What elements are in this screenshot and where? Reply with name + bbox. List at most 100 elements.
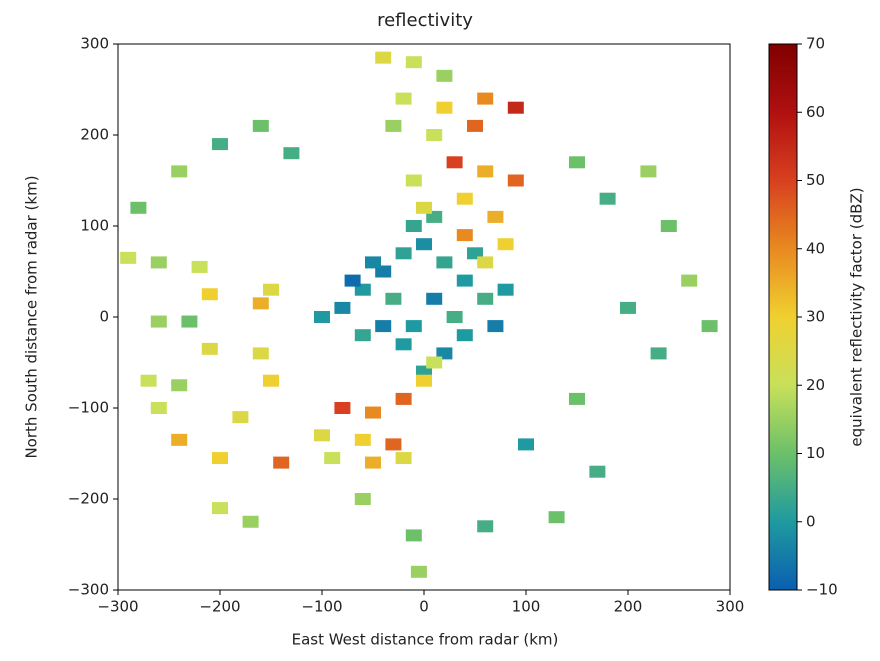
colorbar-label: equivalent reflectivity factor (dBZ) xyxy=(848,187,866,446)
echo-cell xyxy=(242,515,259,528)
echo-cell xyxy=(395,247,412,260)
echo-cell xyxy=(365,456,381,469)
echo-cell xyxy=(497,283,514,296)
x-tick-label: −200 xyxy=(199,598,240,616)
echo-cell xyxy=(477,92,494,105)
echo-cell xyxy=(385,438,402,451)
echo-cell xyxy=(385,119,402,132)
chart-title: reflectivity xyxy=(377,10,473,31)
x-axis-label: East West distance from radar (km) xyxy=(292,631,559,649)
echo-cell xyxy=(181,315,198,328)
echo-cell xyxy=(395,338,412,351)
echo-cell xyxy=(150,315,167,328)
echo-cell xyxy=(410,565,427,578)
echo-cell xyxy=(477,256,494,269)
echo-cell xyxy=(365,256,381,269)
echo-cell xyxy=(354,493,371,505)
echo-cell xyxy=(395,452,412,465)
colorbar-tick-label: 60 xyxy=(806,103,825,121)
echo-cell xyxy=(314,429,330,442)
echo-cell xyxy=(436,101,453,114)
echo-cell xyxy=(487,320,504,333)
echo-cell xyxy=(314,311,330,323)
echo-cell xyxy=(385,292,402,305)
y-tick-label: −100 xyxy=(68,399,109,417)
echo-cell xyxy=(507,101,524,114)
echo-cell xyxy=(375,320,392,333)
x-tick-label: −100 xyxy=(301,598,342,616)
echo-cell xyxy=(191,260,208,273)
echo-cell xyxy=(212,452,228,465)
echo-cell xyxy=(140,374,157,387)
echo-cell xyxy=(405,56,422,69)
colorbar-tick-label: 40 xyxy=(806,239,825,257)
echo-cell xyxy=(477,520,494,533)
colorbar-tick-label: 10 xyxy=(806,444,825,462)
echo-cell xyxy=(120,251,137,264)
x-tick-label: 0 xyxy=(419,598,429,616)
echo-cell xyxy=(446,311,463,323)
echo-cell xyxy=(436,69,453,82)
echo-cell xyxy=(507,174,524,187)
echo-cell xyxy=(456,274,473,287)
echo-cell xyxy=(324,452,341,465)
echo-cell xyxy=(426,292,443,305)
colorbar-tick-label: 0 xyxy=(806,512,816,530)
echo-cell xyxy=(252,297,269,310)
echo-cell xyxy=(640,165,657,178)
y-tick-label: 200 xyxy=(80,126,109,144)
echo-cell xyxy=(589,465,606,478)
echo-cell xyxy=(130,201,147,214)
y-tick-label: 0 xyxy=(99,308,109,326)
echo-cell xyxy=(263,283,279,296)
echo-cell xyxy=(212,138,228,151)
echo-cell xyxy=(395,92,412,105)
echo-cell xyxy=(273,456,290,469)
echo-cell xyxy=(405,320,422,333)
echo-cell xyxy=(405,174,422,187)
echo-cell xyxy=(171,379,188,392)
echo-cell xyxy=(354,329,371,342)
y-tick-label: −200 xyxy=(68,490,109,508)
echo-cell xyxy=(201,288,218,301)
echo-cell xyxy=(334,301,351,314)
echo-cell xyxy=(467,119,483,132)
y-tick-label: −300 xyxy=(68,581,109,599)
echo-cell xyxy=(334,402,351,414)
echo-cell xyxy=(497,238,514,251)
echo-cell xyxy=(252,119,269,132)
echo-cell xyxy=(354,283,371,296)
colorbar-tick-label: 20 xyxy=(806,376,825,394)
colorbar-tick-label: 30 xyxy=(806,308,825,326)
echo-cell xyxy=(252,347,269,360)
echo-cell xyxy=(477,292,494,305)
y-axis-label: North South distance from radar (km) xyxy=(23,175,41,458)
echo-cell xyxy=(416,201,432,214)
echo-cell xyxy=(477,165,494,178)
colorbar-tick-label: 70 xyxy=(806,35,825,53)
echo-cell xyxy=(375,265,392,278)
echo-cell xyxy=(354,433,371,446)
echo-cell xyxy=(201,342,218,355)
echo-cell xyxy=(569,156,585,169)
echo-cell xyxy=(456,229,473,242)
echo-cell xyxy=(150,402,167,414)
echo-cell xyxy=(456,192,473,205)
echo-cell xyxy=(487,210,504,223)
x-tick-label: 200 xyxy=(614,598,643,616)
echo-cell xyxy=(650,347,667,360)
echo-cell xyxy=(150,256,167,269)
echo-cell xyxy=(405,529,422,542)
echo-cell xyxy=(416,374,432,387)
echo-cell xyxy=(701,320,718,333)
echo-cell xyxy=(426,129,443,141)
echo-cell xyxy=(405,220,422,232)
echo-cell xyxy=(569,392,585,405)
echo-cell xyxy=(660,220,677,232)
echo-cell xyxy=(171,165,188,178)
echo-cell xyxy=(416,365,432,378)
x-tick-label: 100 xyxy=(512,598,541,616)
y-tick-label: 100 xyxy=(80,217,109,235)
echo-cell xyxy=(232,411,249,424)
